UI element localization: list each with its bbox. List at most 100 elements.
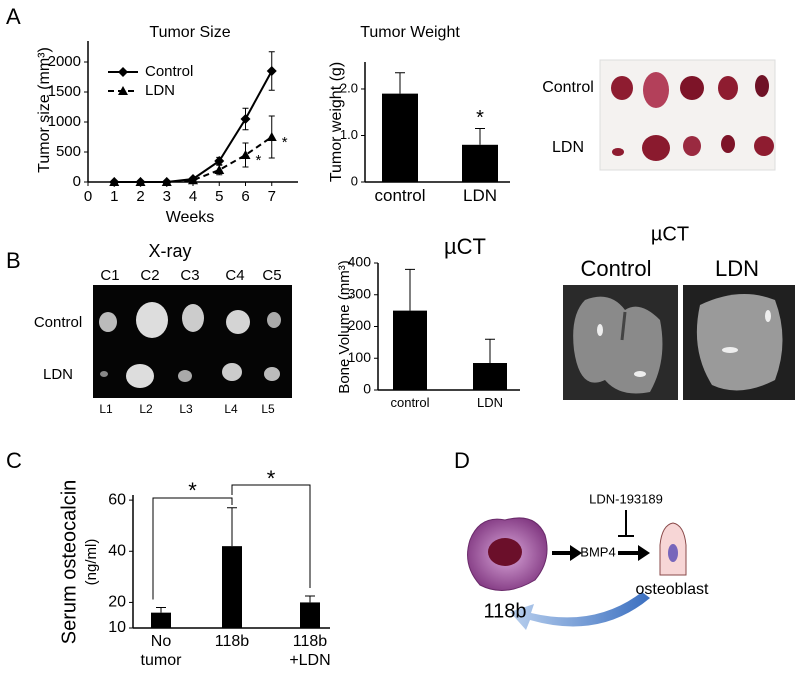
- panel-label: B: [6, 248, 21, 273]
- tumor-photo: [599, 59, 776, 171]
- microct-title: µCT: [651, 223, 689, 245]
- xray-column-label: C3: [180, 267, 199, 284]
- y-tick-label: 200: [348, 317, 372, 333]
- x-tick-label: 5: [215, 188, 223, 205]
- annotation: *: [267, 466, 276, 491]
- x-tick-label: 1: [110, 188, 118, 205]
- error-bar: [227, 507, 237, 547]
- x-tick-label: LDN: [477, 395, 503, 410]
- x-axis-label: Weeks: [166, 209, 215, 226]
- y-axis-label: Serum osteocalcin: [58, 480, 80, 645]
- legend-label: LDN: [145, 82, 175, 99]
- marker: [214, 156, 225, 166]
- photo-row-label: Control: [542, 79, 594, 96]
- marker: [266, 66, 277, 76]
- panel-label: A: [6, 4, 21, 29]
- y-tick-label: 100: [348, 349, 372, 365]
- diagram-factor-label: BMP4: [580, 544, 615, 559]
- xray-image: [93, 285, 292, 398]
- diagram: [467, 510, 687, 630]
- error-bar: [395, 72, 405, 94]
- y-tick-label: 2000: [48, 53, 81, 70]
- error-bar: [305, 595, 315, 603]
- marker: [240, 150, 251, 159]
- xray-row-label: LDN: [43, 366, 73, 383]
- xray-bottom-label: L5: [261, 402, 275, 416]
- microct-label: Control: [581, 256, 652, 281]
- marker: [240, 114, 251, 124]
- x-tick-label: No tumor: [141, 633, 183, 669]
- xray-column-label: C4: [225, 267, 244, 284]
- bar: [222, 546, 242, 628]
- photo-row-label: LDN: [552, 139, 584, 156]
- annotation: *: [282, 134, 288, 151]
- x-tick-label: 6: [241, 188, 249, 205]
- annotation: *: [476, 107, 484, 129]
- marker: [161, 177, 172, 186]
- xray-row-label: Control: [34, 314, 82, 331]
- error-bar: [485, 338, 495, 364]
- y-tick-label: 0: [351, 173, 358, 188]
- marker: [266, 132, 277, 141]
- significance-bracket: [152, 497, 233, 600]
- y-tick-label: 500: [56, 143, 81, 160]
- chart-title: µCT: [444, 234, 486, 259]
- bar: [473, 363, 507, 390]
- x-tick-label: 118b +LDN: [289, 633, 330, 669]
- legend-label: Control: [145, 63, 193, 80]
- y-axis-label: (ng/ml): [83, 539, 100, 586]
- x-tick-label: 118b: [215, 633, 250, 650]
- y-tick-label: 60: [108, 491, 126, 508]
- series-line: [114, 70, 273, 183]
- y-tick-label: 20: [108, 594, 126, 611]
- xray-bottom-label: L3: [179, 402, 193, 416]
- y-tick-label: 10: [108, 619, 126, 636]
- x-tick-label: 2: [136, 188, 144, 205]
- error-bar: [405, 268, 415, 311]
- marker: [135, 177, 146, 186]
- marker: [214, 165, 225, 174]
- error-bar: [156, 607, 166, 613]
- y-tick-label: 400: [348, 254, 372, 270]
- significance-bracket: [231, 484, 311, 589]
- xray-column-label: C1: [100, 267, 119, 284]
- x-tick-label: 3: [163, 188, 171, 205]
- chart-title: Tumor Weight: [360, 24, 460, 41]
- y-axis-label: Tumor weight (g): [328, 62, 345, 182]
- y-tick-label: 0: [73, 173, 81, 190]
- x-tick-label: control: [374, 186, 425, 205]
- y-tick-label: 1000: [48, 113, 81, 130]
- legend-marker: [118, 67, 128, 77]
- bar: [151, 612, 171, 628]
- xray-bottom-label: L1: [99, 402, 113, 416]
- y-tick-label: 1500: [48, 83, 81, 100]
- chart-title: Tumor Size: [149, 24, 230, 41]
- annotation: *: [188, 478, 197, 503]
- panel-label: C: [6, 448, 22, 473]
- x-tick-label: 0: [84, 188, 92, 205]
- error-bar: [475, 128, 485, 145]
- y-axis-label: Bone Volume (mm³): [336, 260, 353, 393]
- xray-column-label: C2: [140, 267, 159, 284]
- x-tick-label: 7: [268, 188, 276, 205]
- diagram-inhibitor-label: LDN-193189: [589, 491, 663, 506]
- diagram-target-label: osteoblast: [636, 581, 709, 598]
- marker: [109, 177, 120, 186]
- y-tick-label: 1.0: [340, 127, 358, 142]
- x-tick-label: 4: [189, 188, 197, 205]
- xray-bottom-label: L4: [224, 402, 238, 416]
- bar: [382, 93, 418, 182]
- legend-marker: [118, 86, 128, 95]
- y-tick-label: 0: [363, 381, 371, 397]
- x-tick-label: LDN: [463, 186, 497, 205]
- bar: [462, 144, 498, 182]
- annotation: *: [256, 152, 262, 169]
- marker: [188, 175, 198, 185]
- y-axis-label: Tumor size (mm³): [36, 47, 53, 173]
- x-tick-label: control: [390, 395, 429, 410]
- y-tick-label: 40: [108, 542, 126, 559]
- bar: [393, 310, 427, 390]
